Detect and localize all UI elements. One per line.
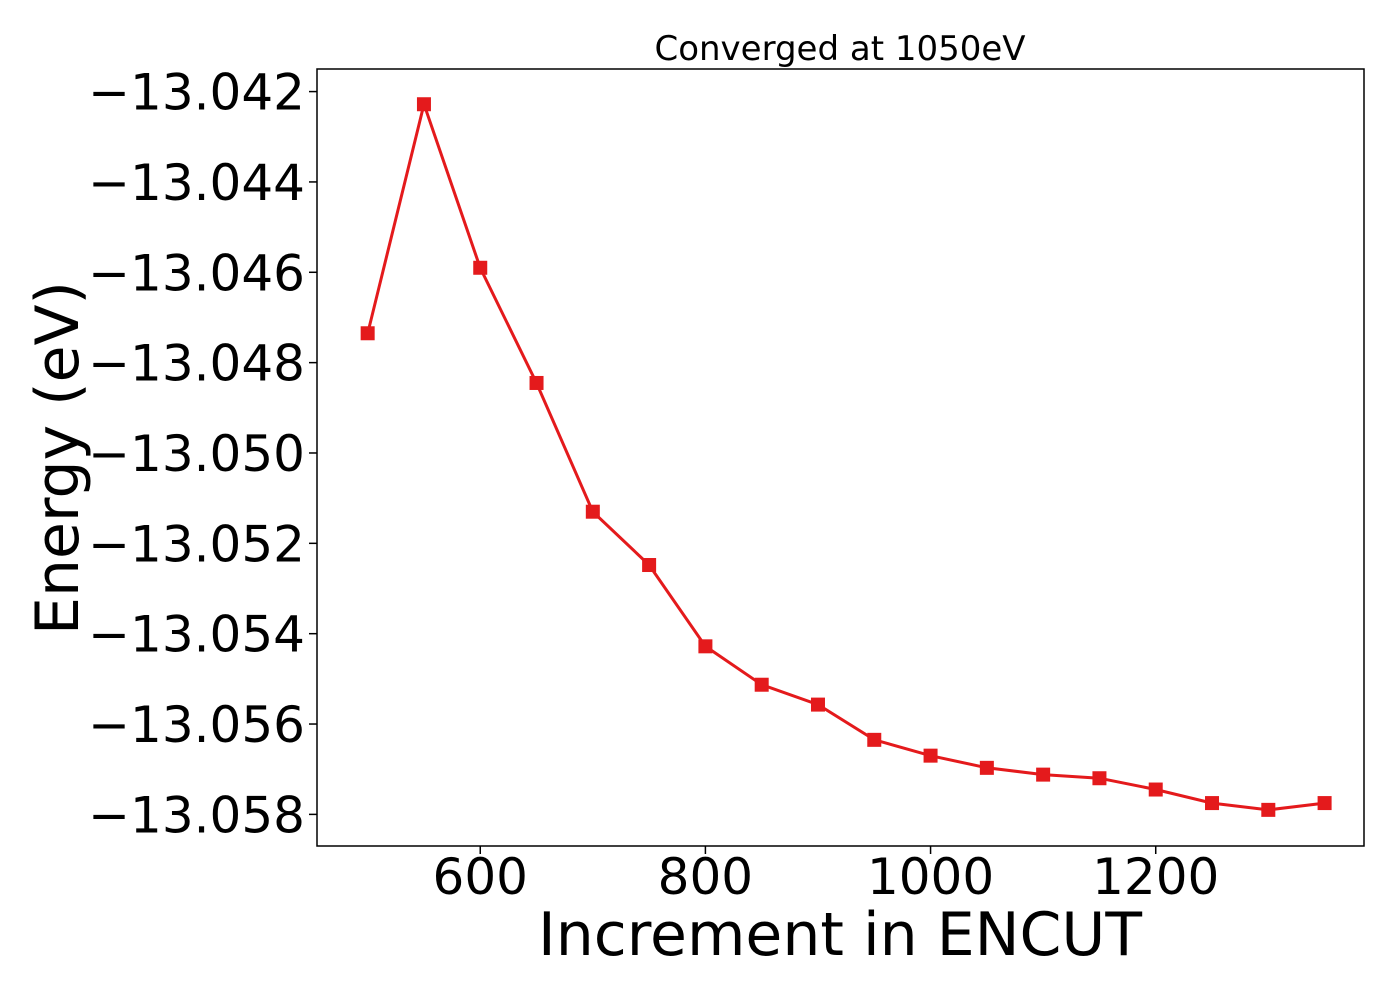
data-point-marker [585, 504, 600, 519]
data-point-marker [1261, 802, 1276, 817]
data-point-marker [979, 760, 994, 775]
x-tick-label: 1200 [1092, 848, 1219, 906]
data-point-marker [1205, 796, 1220, 811]
data-point-marker [642, 558, 657, 573]
y-tick-label: −13.050 [88, 425, 305, 483]
energy-series-markers [360, 97, 1332, 817]
y-axis-label: Energy (eV) [23, 281, 93, 635]
chart-title: Converged at 1050eV [654, 29, 1025, 69]
energy-series-line [366, 98, 1325, 812]
x-tick-label: 600 [433, 848, 528, 906]
y-tick-label: −13.054 [88, 606, 305, 664]
y-tick-label: −13.058 [88, 786, 305, 844]
data-point-marker [867, 732, 882, 747]
y-tick-label: −13.042 [88, 64, 305, 122]
x-tick-label: 800 [658, 848, 753, 906]
data-point-marker [360, 326, 375, 341]
data-point-marker [923, 748, 938, 763]
y-tick-label: −13.048 [88, 335, 305, 393]
data-point-marker [473, 260, 488, 275]
plot-area-frame [316, 68, 1365, 847]
data-point-marker [810, 697, 825, 712]
data-point-marker [1317, 796, 1332, 811]
data-point-marker [1092, 771, 1107, 786]
x-axis: 600 800 1000 1200 [433, 846, 1219, 906]
data-point-marker [754, 677, 769, 692]
y-tick-label: −13.056 [88, 696, 305, 754]
y-tick-label: −13.044 [88, 154, 305, 212]
data-point-marker [1036, 767, 1051, 782]
x-tick-label: 1000 [867, 848, 994, 906]
y-axis: −13.042 −13.044 −13.046 −13.048 −13.050 −13.0… [88, 64, 317, 844]
data-point-marker [698, 639, 713, 654]
x-axis-label: Increment in ENCUT [538, 900, 1142, 970]
data-point-marker [529, 375, 544, 390]
data-point-marker [1148, 782, 1163, 797]
y-tick-label: −13.052 [88, 515, 305, 573]
y-tick-label: −13.046 [88, 244, 305, 302]
data-point-marker [416, 97, 431, 112]
